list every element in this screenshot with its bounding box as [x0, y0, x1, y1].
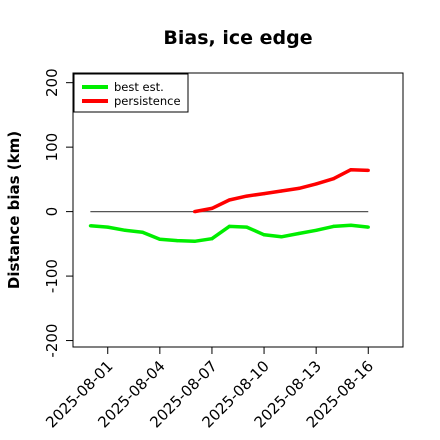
data-point-best-est — [279, 235, 283, 239]
data-point-best-est — [331, 224, 336, 228]
data-point-best-est — [297, 231, 301, 236]
data-point-best-est — [140, 230, 145, 234]
plot-frame — [72, 72, 404, 348]
data-point-best-est — [193, 239, 197, 243]
data-point-best-est — [123, 228, 127, 232]
y-tick-label: 100 — [43, 133, 61, 162]
data-point-best-est — [88, 224, 92, 228]
data-point-persistence — [210, 206, 214, 210]
data-point-best-est — [210, 237, 214, 241]
data-point-best-est — [349, 223, 353, 227]
legend-label-best-est: best est. — [114, 80, 164, 94]
chart-title: Bias, ice edge — [163, 27, 312, 49]
data-point-persistence — [245, 194, 249, 198]
data-point-persistence — [366, 168, 370, 172]
data-point-best-est — [314, 228, 318, 232]
y-tick-label: -200 — [43, 324, 61, 358]
data-point-best-est — [158, 237, 162, 241]
data-point-persistence — [227, 198, 231, 202]
data-point-best-est — [366, 225, 370, 229]
data-point-best-est — [245, 225, 249, 229]
data-point-persistence — [331, 177, 336, 181]
data-point-persistence — [279, 189, 283, 193]
data-point-persistence — [193, 210, 197, 214]
x-axis: 2025-08-012025-08-042025-08-072025-08-10… — [42, 347, 377, 431]
data-point-persistence — [314, 182, 318, 186]
data-point-persistence — [297, 186, 301, 190]
series-layer — [88, 167, 370, 244]
y-tick-label: 200 — [43, 68, 61, 97]
legend: best est. persistence — [73, 73, 189, 113]
data-point-persistence — [262, 192, 266, 196]
data-point-best-est — [175, 239, 179, 243]
legend-box — [73, 73, 189, 113]
y-tick-label: -100 — [43, 259, 61, 293]
y-tick-label: 0 — [43, 207, 61, 217]
data-point-best-est — [227, 224, 231, 228]
data-point-best-est — [262, 233, 266, 237]
y-axis-label: Distance bias (km) — [5, 131, 23, 289]
data-point-persistence — [349, 168, 353, 172]
legend-label-persistence: persistence — [114, 94, 181, 108]
y-axis: -200 -100 0 100 200 — [43, 68, 73, 358]
data-point-best-est — [106, 225, 110, 229]
